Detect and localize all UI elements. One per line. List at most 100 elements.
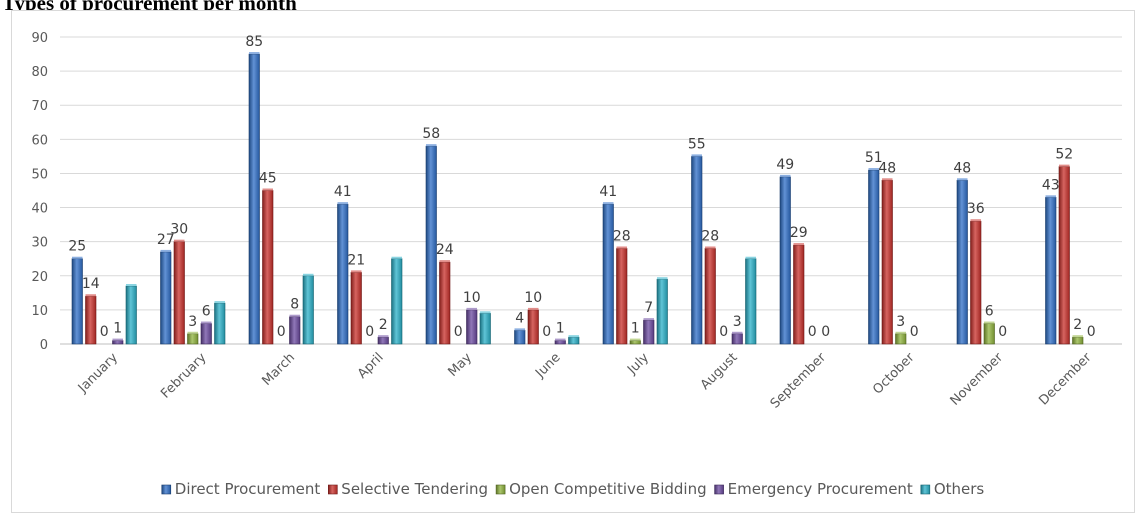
bar-emergency-procurement-august [731,333,743,345]
bar-cap [780,174,791,177]
x-tick-label-march: March [259,350,298,389]
y-tick-label: 50 [31,167,48,182]
x-tick-label-september: September [768,350,830,412]
bar-cap [793,243,804,246]
x-tick-label-october: October [870,350,918,398]
bar-direct-procurement-february [160,251,172,345]
bar-cap [303,273,314,276]
bar-cap [480,311,491,314]
legend-item-open-competitive-bidding: Open Competitive Bidding [495,480,707,498]
bar-others-april [391,258,403,345]
y-tick-label: 70 [31,99,48,114]
bar-direct-procurement-august [691,156,703,345]
bar-cap [984,321,995,324]
data-label-direct-procurement-july: 41 [599,184,617,200]
y-tick-label: 80 [31,65,48,80]
bar-cap [391,256,402,259]
bar-selective-tendering-april [350,272,362,345]
bar-cap [1059,164,1070,167]
y-tick-label: 20 [31,270,48,285]
data-label-open-competitive-bidding-september: 0 [808,324,817,340]
legend-swatch [328,484,338,495]
data-label-open-competitive-bidding-october: 3 [896,314,905,330]
bar-cap [868,168,879,171]
data-label-open-competitive-bidding-may: 0 [454,324,463,340]
bar-cap [337,202,348,205]
data-label-direct-procurement-november: 48 [953,160,971,176]
data-label-direct-procurement-december: 43 [1042,177,1060,193]
bar-others-june [568,336,580,345]
legend-label: Others [934,480,985,498]
x-tick-label-april: April [355,350,387,382]
bar-cap [528,307,539,310]
bar-cap [1072,335,1083,338]
bar-emergency-procurement-february [200,323,212,345]
bar-cap [732,331,743,334]
bar-cap [882,178,893,181]
data-label-open-competitive-bidding-march: 0 [277,324,286,340]
data-label-emergency-procurement-december: 0 [1087,324,1096,340]
bar-others-may [479,312,491,345]
bar-cap [378,335,389,338]
bar-cap [514,328,525,331]
bar-direct-procurement-march [248,53,260,345]
bar-cap [126,284,137,287]
data-label-open-competitive-bidding-december: 2 [1073,317,1082,333]
bar-selective-tendering-july [616,248,628,345]
legend-label: Direct Procurement [175,480,321,498]
bar-open-competitive-bidding-july [629,340,641,345]
bar-direct-procurement-april [337,203,349,345]
data-label-emergency-procurement-june: 1 [556,321,565,337]
bar-cap [214,301,225,304]
data-label-selective-tendering-december: 52 [1055,147,1073,163]
data-label-emergency-procurement-august: 3 [733,314,742,330]
bar-cap [603,202,614,205]
bar-cap [249,52,260,55]
data-label-selective-tendering-june: 10 [524,290,542,306]
legend-swatch [920,484,931,495]
legend-label: Selective Tendering [341,480,488,498]
bar-others-january [125,285,137,345]
x-tick-label-december: December [1036,350,1095,409]
bar-cap [112,338,123,341]
x-tick-label-january: January [75,350,121,396]
bar-selective-tendering-october [881,179,893,345]
data-label-selective-tendering-april: 21 [347,252,365,268]
data-label-direct-procurement-august: 55 [688,136,706,152]
bar-selective-tendering-march [262,190,274,345]
bar-direct-procurement-january [71,258,83,345]
legend-item-emergency-procurement: Emergency Procurement [714,480,913,498]
legend-label: Emergency Procurement [728,480,913,498]
x-tick-label-july: July [624,350,652,378]
data-label-emergency-procurement-january: 1 [113,321,122,337]
data-label-open-competitive-bidding-february: 3 [188,314,197,330]
bar-cap [616,246,627,249]
data-label-open-competitive-bidding-january: 0 [100,324,109,340]
bar-others-march [302,275,314,345]
bar-cap [745,256,756,259]
bar-emergency-procurement-july [643,319,655,345]
bar-direct-procurement-september [779,176,791,345]
bar-direct-procurement-july [602,203,614,345]
bar-emergency-procurement-may [466,309,478,345]
bar-open-competitive-bidding-february [187,333,199,345]
bar-cap [970,219,981,222]
bar-cap [691,154,702,157]
data-label-open-competitive-bidding-july: 1 [631,321,640,337]
bar-cap [630,338,641,341]
bar-selective-tendering-december [1058,166,1070,345]
bar-selective-tendering-january [85,295,97,345]
bar-others-july [656,278,668,345]
bar-cap [262,188,273,191]
data-label-direct-procurement-october: 51 [865,150,883,166]
data-label-selective-tendering-november: 36 [967,201,985,217]
bar-cap [351,270,362,273]
legend-label: Open Competitive Bidding [509,480,707,498]
bar-direct-procurement-october [868,169,880,345]
bar-direct-procurement-december [1045,197,1057,345]
bar-cap [1045,195,1056,198]
bars [71,52,1084,345]
x-tick-label-february: February [158,350,210,402]
data-label-emergency-procurement-february: 6 [202,304,211,320]
